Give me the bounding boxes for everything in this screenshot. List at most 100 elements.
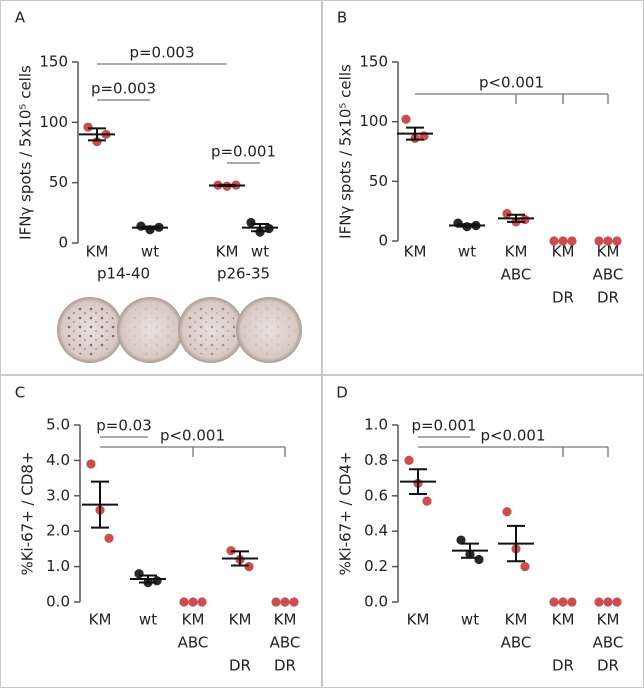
data-point <box>549 236 559 246</box>
y-tick-label: 150 <box>39 53 68 71</box>
x-tick-label: DR <box>597 657 619 675</box>
data-point <box>271 597 281 607</box>
data-point <box>612 597 622 607</box>
y-tick-label: 0.0 <box>46 593 70 611</box>
data-point <box>422 496 432 506</box>
data-point <box>502 208 512 219</box>
y-tick-label: 50 <box>49 173 68 191</box>
y-axis-label: %Ki-67+ / CD8+ <box>19 451 37 575</box>
data-point <box>152 576 162 586</box>
data-point <box>244 562 254 572</box>
panel-frame <box>0 0 322 375</box>
x-tick-label: KM <box>505 243 528 261</box>
x-tick-label: DR <box>552 289 574 307</box>
x-tick-label: wt <box>461 611 479 629</box>
data-point <box>179 597 189 607</box>
data-point <box>558 597 568 607</box>
p-value: p=0.003 <box>129 44 194 62</box>
p-value: p=0.001 <box>211 143 276 161</box>
p-value: p<0.001 <box>479 74 544 92</box>
data-point <box>474 554 484 565</box>
data-point <box>594 236 604 246</box>
data-point <box>83 122 93 132</box>
x-tick-label: wt <box>141 243 159 261</box>
data-point <box>134 569 144 579</box>
x-tick-label: ABC <box>501 266 532 284</box>
y-tick-label: 0.2 <box>364 557 388 575</box>
data-point <box>549 597 559 607</box>
data-point <box>603 236 613 246</box>
data-point <box>558 236 568 246</box>
data-point <box>612 236 622 246</box>
p-value: p=0.001 <box>411 417 476 435</box>
x-tick-label: ABC <box>501 634 532 652</box>
data-point <box>280 597 290 607</box>
x-tick-label: DR <box>229 657 251 675</box>
y-tick-label: 3.0 <box>46 486 70 504</box>
p-value: p<0.001 <box>160 427 225 445</box>
p-value: p=0.003 <box>91 80 156 98</box>
data-point <box>401 114 411 124</box>
data-point <box>246 217 256 228</box>
y-tick-label: 0.0 <box>364 593 388 611</box>
data-point <box>197 597 207 607</box>
x-tick-label: KM <box>505 611 528 629</box>
x-tick-label: ABC <box>178 634 209 652</box>
x-tick-label: wt <box>458 243 476 261</box>
x-tick-label: KM <box>552 243 575 261</box>
panel-label: A <box>15 9 26 27</box>
x-tick-label: KM <box>552 611 575 629</box>
panel-label: D <box>336 384 348 402</box>
data-point <box>104 533 114 543</box>
x-tick-label: KM <box>274 611 297 629</box>
x-tick-label: wt <box>139 611 157 629</box>
x-tick-label: KM <box>597 611 620 629</box>
data-point <box>502 507 512 517</box>
data-point <box>567 597 577 607</box>
data-point <box>289 597 299 607</box>
x-tick-label: KM <box>182 611 205 629</box>
y-axis-label: IFNγ spots / 5x10⁵ cells <box>17 65 35 240</box>
data-point <box>92 137 102 147</box>
x-tick-label: KM <box>407 611 430 629</box>
x-tick-label: DR <box>597 289 619 307</box>
y-tick-label: 5.0 <box>46 416 70 434</box>
x-tick-label: KM <box>216 243 239 261</box>
x-tick-label: ABC <box>270 634 301 652</box>
y-tick-label: 50 <box>369 172 388 190</box>
panel-label: B <box>337 9 347 27</box>
x-tick-label: ABC <box>593 266 624 284</box>
y-axis-label: IFNγ spots / 5x10⁵ cells <box>337 64 355 239</box>
data-point <box>404 455 414 465</box>
y-tick-label: 1.0 <box>46 557 70 575</box>
data-point <box>603 597 613 607</box>
data-point <box>456 535 466 545</box>
panel-label: C <box>15 384 25 402</box>
x-tick-label: KM <box>229 611 252 629</box>
y-tick-label: 0.8 <box>364 451 388 469</box>
y-tick-label: 0 <box>58 234 68 252</box>
y-tick-label: 0.6 <box>364 486 388 504</box>
y-tick-label: 150 <box>359 53 388 71</box>
group-label: p26-35 <box>217 265 270 283</box>
elispot-wells <box>57 297 302 363</box>
y-tick-label: 100 <box>359 112 388 130</box>
x-tick-label: DR <box>552 657 574 675</box>
data-point <box>594 597 604 607</box>
p-value: p<0.001 <box>480 427 545 445</box>
data-point <box>188 597 198 607</box>
x-tick-label: KM <box>404 243 427 261</box>
x-tick-label: ABC <box>593 634 624 652</box>
x-tick-label: DR <box>274 657 296 675</box>
y-axis-label: %Ki-67+ / CD4+ <box>337 451 355 575</box>
y-tick-label: 0 <box>378 232 388 250</box>
x-tick-label: KM <box>86 243 109 261</box>
y-tick-label: 0.4 <box>364 522 388 540</box>
y-tick-label: 1.0 <box>364 416 388 434</box>
x-tick-label: KM <box>597 243 620 261</box>
data-point <box>567 236 577 246</box>
y-tick-label: 2.0 <box>46 522 70 540</box>
x-tick-label: wt <box>251 243 269 261</box>
